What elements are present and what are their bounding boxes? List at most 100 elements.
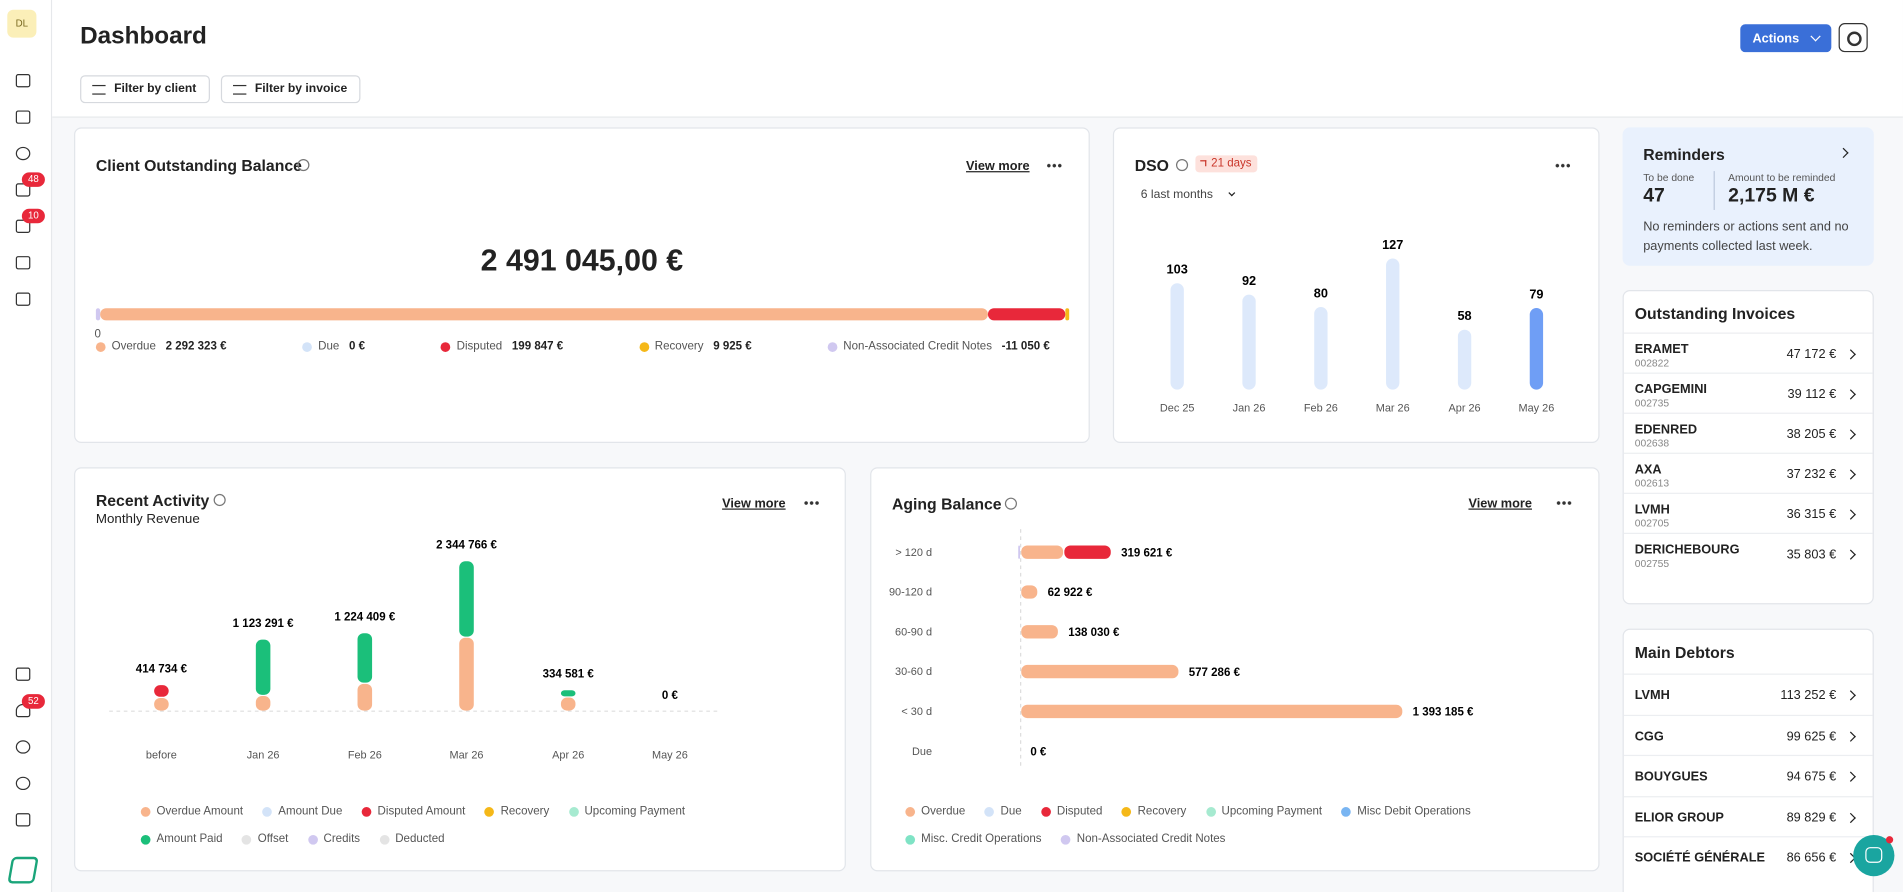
info-icon[interactable] [297, 158, 310, 172]
stat-label: Amount to be reminded [1728, 171, 1836, 184]
invoice-row[interactable]: ERAMET 002822 47 172 € [1623, 332, 1873, 374]
total-label: 1 224 409 € [334, 611, 395, 623]
legend-item[interactable]: Overdue [905, 805, 965, 818]
view-more[interactable]: View more [1468, 496, 1532, 511]
bar-value-label: 103 [1167, 262, 1188, 277]
legend-item[interactable]: Amount Paid [140, 833, 223, 846]
more-menu[interactable] [803, 501, 820, 505]
legend-item[interactable]: Due 0 € [302, 340, 365, 353]
avatar[interactable]: DL [7, 9, 37, 38]
more-menu[interactable] [1555, 501, 1572, 505]
invoice-amount: 37 232 € [1786, 467, 1837, 482]
legend-dot [568, 806, 579, 817]
legend-dot [484, 806, 495, 817]
legend-item[interactable]: Recovery [484, 805, 549, 818]
nav-icon[interactable] [15, 74, 31, 88]
invoice-row[interactable]: EDENRED 002638 38 205 € [1623, 412, 1873, 454]
activity-segment [560, 697, 576, 711]
legend-item[interactable]: Upcoming Payment [568, 805, 685, 818]
chevron [1845, 730, 1856, 742]
aging-card: Aging Balance View more > 120 d 319 621 €… [870, 467, 1600, 872]
invoice-row[interactable]: DERICHEBOURG 002755 35 803 € [1623, 532, 1873, 574]
invoice-row[interactable]: AXA 002613 37 232 € [1623, 452, 1873, 494]
legend-item[interactable]: Misc Debit Operations [1341, 805, 1471, 818]
legend: Overdue Due Disputed Recovery Upcoming Payme… [905, 805, 1536, 846]
legend-item[interactable]: Due [984, 805, 1022, 818]
nav-icon[interactable] [15, 740, 31, 754]
dso-bar [1457, 329, 1472, 390]
axis-label: 0 [95, 328, 101, 340]
filter-button[interactable]: Filter by invoice [220, 75, 361, 104]
invoice-row[interactable]: LVMH 002705 36 315 € [1623, 492, 1873, 534]
legend-dot [984, 806, 995, 817]
legend-value: -11 050 € [1001, 339, 1050, 354]
nav-icon[interactable] [15, 110, 31, 124]
x-tick-label: May 26 [1519, 402, 1555, 414]
actions-button[interactable]: Actions [1740, 24, 1832, 53]
chevron [1845, 349, 1856, 360]
legend-item[interactable]: Amount Due [262, 805, 342, 818]
view-more[interactable]: View more [966, 158, 1030, 174]
debtor-row[interactable]: LVMH 113 252 € [1623, 673, 1873, 716]
legend-dot [639, 341, 649, 352]
legend-item[interactable]: Disputed [1041, 805, 1102, 818]
legend-dot [361, 806, 372, 817]
legend-dot [95, 341, 106, 352]
legend-item[interactable]: Recovery 9 925 € [639, 340, 752, 353]
divider [1713, 171, 1715, 210]
invoice-row[interactable]: CAPGEMINI 002735 39 112 € [1623, 372, 1873, 414]
legend-item[interactable]: Overdue Amount [140, 805, 243, 818]
debtor-row[interactable]: SOCIÉTÉ GÉNÉRALE 86 656 € [1623, 836, 1873, 878]
info-icon[interactable] [1004, 497, 1017, 510]
chevron [1845, 690, 1856, 701]
invoice-amount: 35 803 € [1786, 547, 1837, 562]
legend-item[interactable]: Disputed 199 847 € [440, 340, 563, 353]
info-icon[interactable] [1175, 158, 1189, 172]
filter-button[interactable]: Filter by client [80, 75, 210, 104]
legend-item[interactable]: Upcoming Payment [1205, 805, 1322, 818]
nav-icon[interactable] [15, 256, 31, 270]
reminders-card[interactable]: Reminders To be done 47 Amount to be rem… [1622, 127, 1874, 266]
legend-item[interactable]: Offset [241, 833, 288, 846]
chevron [1838, 147, 1849, 159]
x-tick-label: Mar 26 [450, 750, 484, 762]
invoice-amount: 36 315 € [1786, 507, 1837, 522]
legend-item[interactable]: Misc. Credit Operations [905, 833, 1042, 846]
aging-segment [1021, 545, 1064, 559]
nav-icon[interactable] [15, 813, 31, 827]
nav-icon[interactable] [15, 146, 31, 161]
chat-button[interactable] [1853, 834, 1895, 877]
legend-item[interactable]: Disputed Amount [361, 805, 465, 818]
legend-item[interactable]: Credits [307, 832, 361, 846]
stat-value: 2,175 M € [1728, 185, 1815, 207]
debtor-row[interactable]: BOUYGUES 94 675 € [1623, 754, 1873, 797]
legend-item[interactable]: Non-Associated Credit Notes -11 050 € [827, 339, 1050, 354]
nav-icon[interactable] [15, 667, 31, 681]
page-title: Dashboard [80, 23, 207, 50]
legend-item[interactable]: Deducted [379, 833, 445, 846]
activity-segment [459, 637, 474, 711]
nav-icon[interactable] [15, 776, 31, 791]
legend-label: Credits [323, 832, 361, 846]
legend-label: Recovery [654, 339, 704, 354]
legend-item[interactable]: Recovery [1121, 805, 1186, 818]
debtor-row[interactable]: CGG 99 625 € [1623, 714, 1873, 756]
card-title: Recent Activity [95, 491, 210, 510]
info-icon[interactable] [213, 493, 226, 507]
total-label: 1 123 291 € [233, 618, 294, 630]
legend-dot [140, 834, 151, 845]
more-menu[interactable] [1554, 163, 1571, 168]
legend-item[interactable]: Overdue 2 292 323 € [95, 340, 226, 353]
debtor-row[interactable]: ELIOR GROUP 89 829 € [1623, 795, 1873, 838]
total-balance: 2 491 045,00 € [480, 243, 684, 278]
period-select[interactable]: 6 last months [1140, 188, 1213, 202]
settings-button[interactable] [1838, 23, 1868, 53]
view-more[interactable]: View more [722, 496, 786, 511]
nav-icon[interactable] [15, 292, 31, 306]
legend-item[interactable]: Non-Associated Credit Notes [1061, 833, 1225, 846]
legend-dot [1041, 806, 1051, 817]
logo[interactable] [7, 856, 39, 884]
legend-value: 9 925 € [713, 339, 752, 354]
more-menu[interactable] [1046, 163, 1062, 168]
